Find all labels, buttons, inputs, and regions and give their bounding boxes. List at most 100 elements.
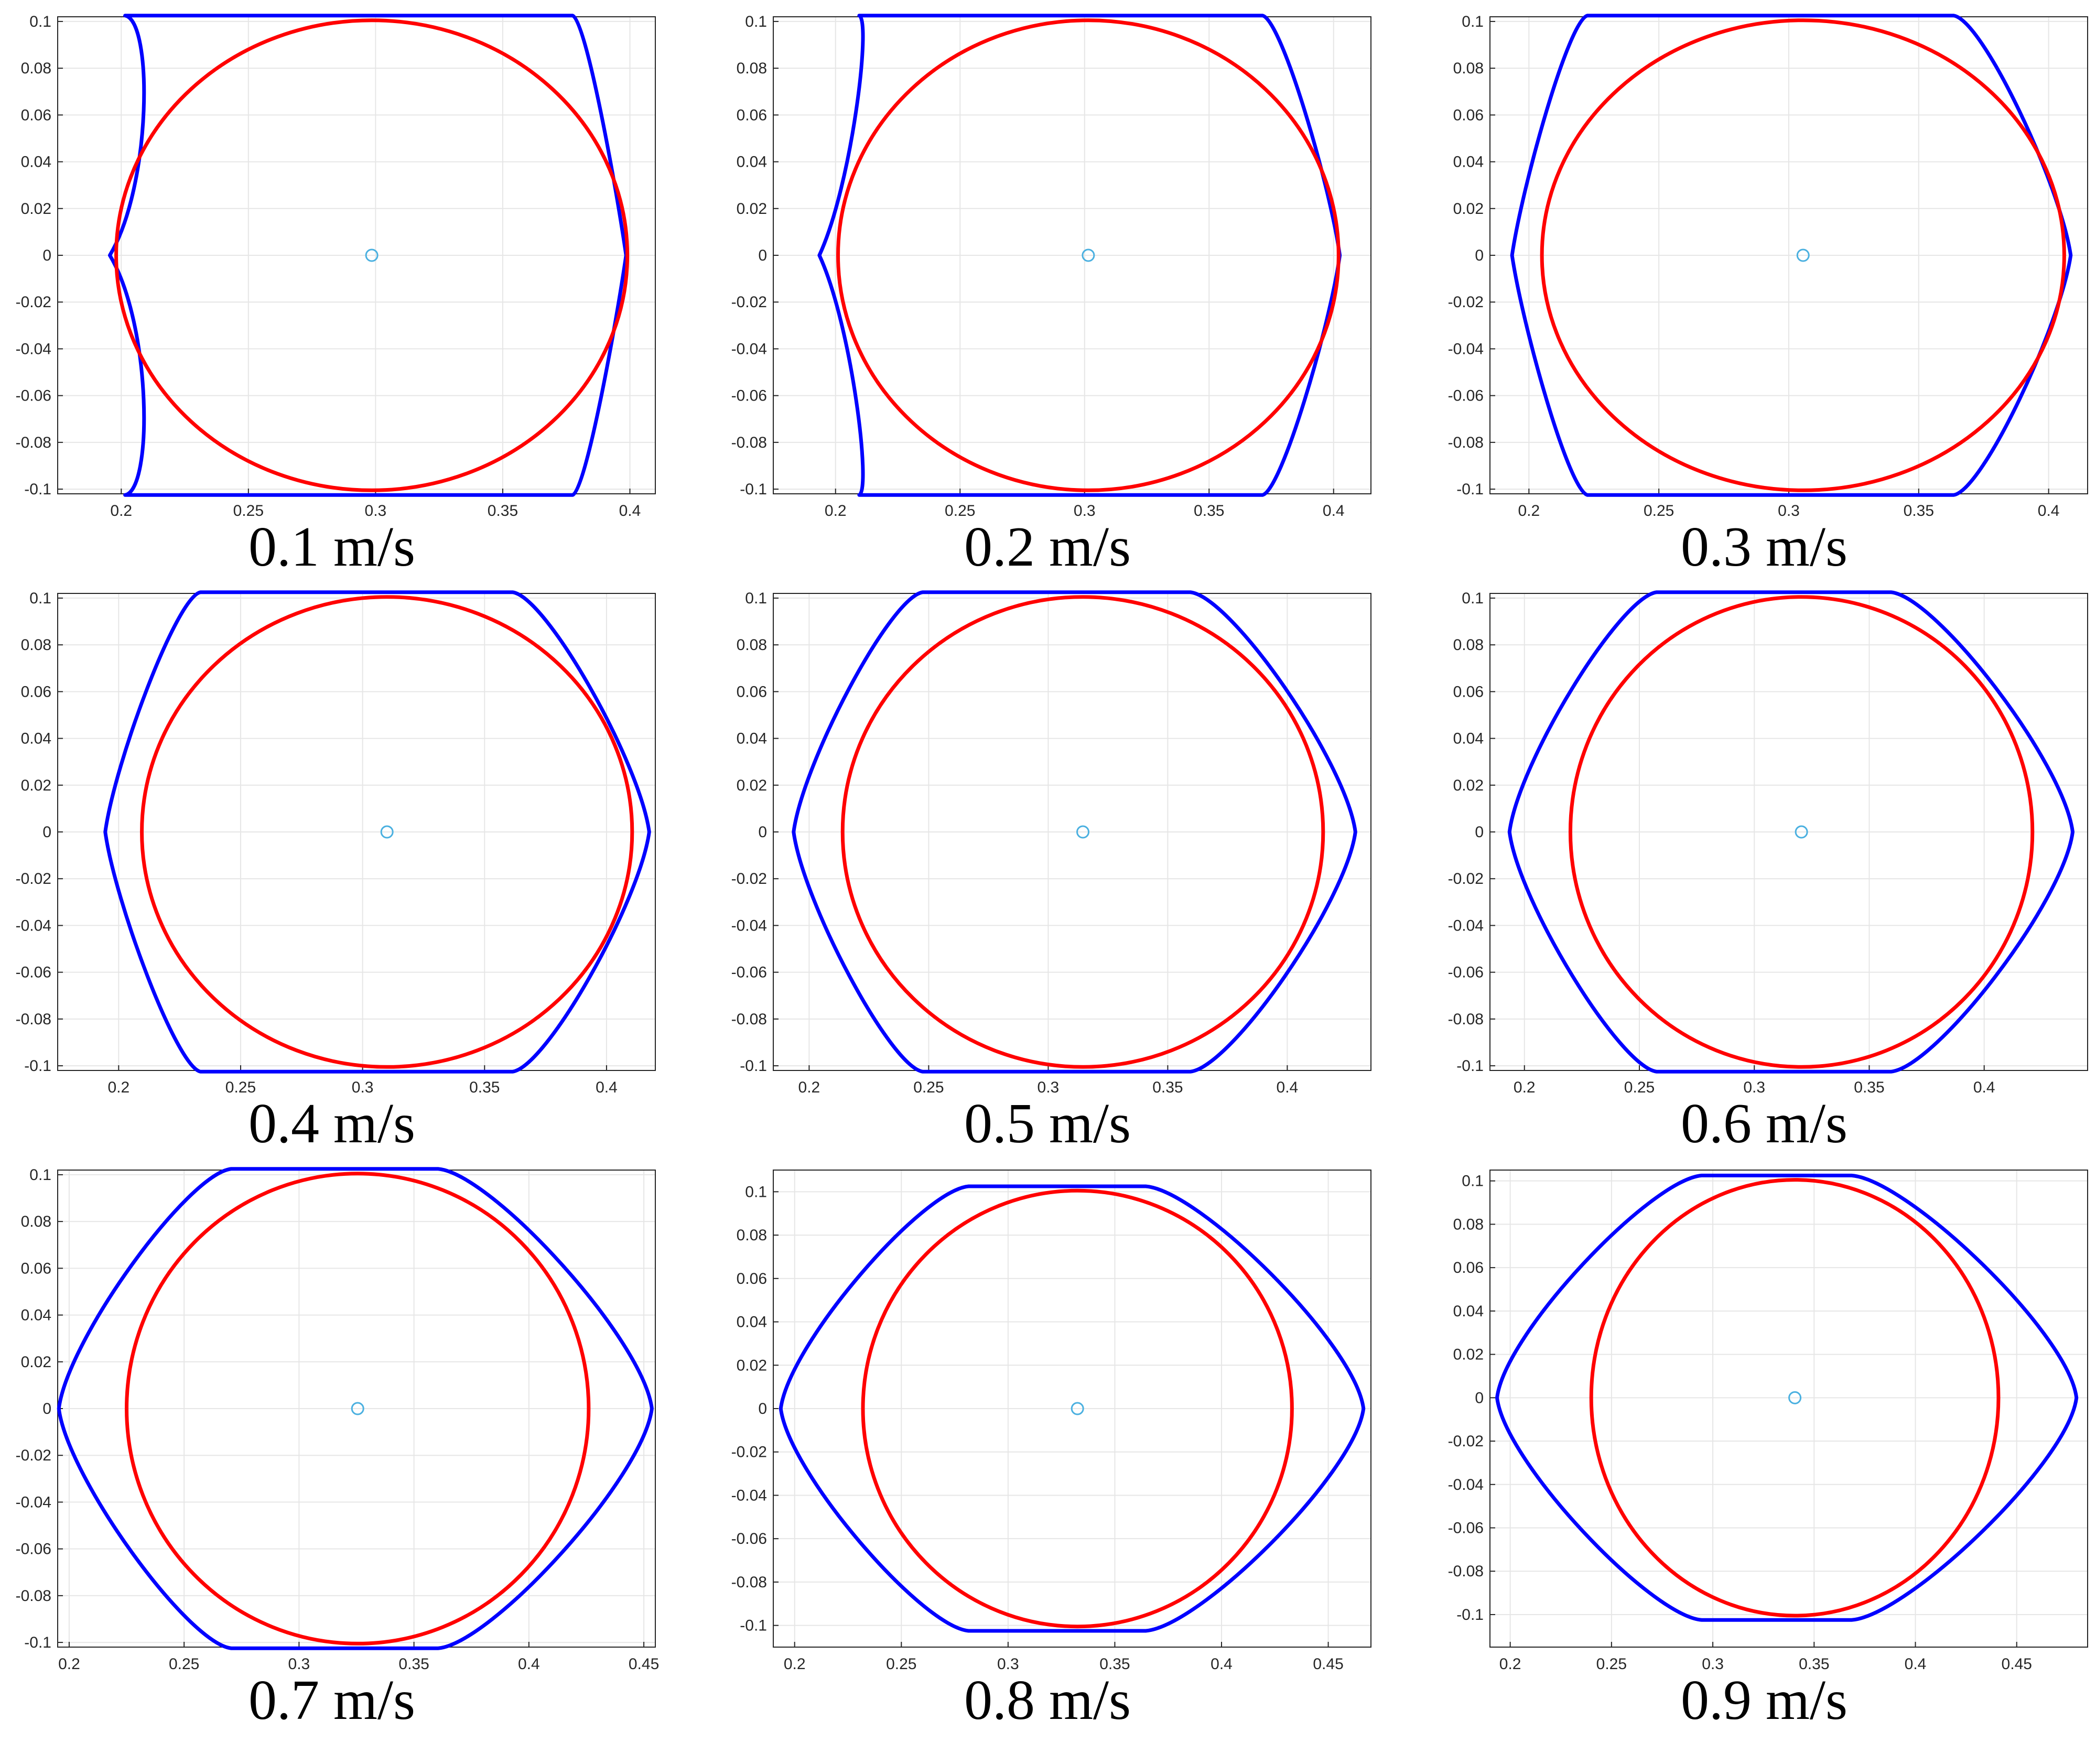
x-tick-label: 0.2 <box>110 502 132 520</box>
y-tick-label: 0.1 <box>745 590 767 607</box>
axes-box <box>1489 1170 2088 1648</box>
y-tick-label: 0.04 <box>1453 1303 1484 1320</box>
chart-caption-8: 0.9 m/s <box>1680 1669 1848 1731</box>
y-tick-label: -0.1 <box>24 481 51 498</box>
center-point-marker <box>1082 248 1095 262</box>
y-tick-label: -0.04 <box>16 340 51 358</box>
y-tick-label: 0.06 <box>21 1260 51 1277</box>
panel-4: 0.2 0.25 0.3 0.35 0.4 0.1 0.08 0.06 0.04 0.02 0 -0.… <box>716 577 1379 1169</box>
y-tick-label: 0.02 <box>1453 777 1484 794</box>
y-tick-label: -0.1 <box>740 1057 767 1075</box>
x-tick-label: 0.3 <box>997 1655 1019 1673</box>
y-tick-label: 0.04 <box>21 154 51 171</box>
y-tick-label: 0 <box>42 1400 51 1417</box>
center-point-marker <box>1796 248 1810 262</box>
panel-8: 0.2 0.25 0.3 0.35 0.4 0.45 0.1 0.08 0.06 0.04 0.02… <box>1432 1153 2096 1746</box>
center-point-marker <box>365 248 379 262</box>
y-tick-label: 0.08 <box>1453 1216 1484 1233</box>
chart-caption-1: 0.2 m/s <box>964 516 1131 578</box>
chart-plot-3: 0.2 0.25 0.3 0.35 0.4 0.1 0.08 0.06 0.04 0.02 0 -0.… <box>16 590 656 1096</box>
panel-1: 0.2 0.25 0.3 0.35 0.4 0.1 0.08 0.06 0.04 0.02 0 -0.… <box>716 0 1379 592</box>
chart-plot-6: 0.2 0.25 0.3 0.35 0.4 0.45 0.1 0.08 0.06 0.04 0.02… <box>16 1166 660 1673</box>
y-tick-label: 0.08 <box>1453 636 1484 654</box>
y-tick-label: -0.04 <box>1448 340 1484 358</box>
x-tick-label: 0.4 <box>2038 502 2060 520</box>
x-tick-label: 0.2 <box>1499 1655 1521 1673</box>
grid-lines <box>1490 1170 2088 1647</box>
y-tick-label: 0.1 <box>1462 1173 1484 1190</box>
x-tick-label: 0.25 <box>913 1079 944 1096</box>
footprint-boundary-series <box>1495 1173 2079 1622</box>
y-tick-label: -0.1 <box>1456 1606 1484 1624</box>
y-tick-label: 0 <box>42 247 51 264</box>
x-tick-label: 0.3 <box>1702 1655 1724 1673</box>
y-tick-label: -0.04 <box>1448 917 1484 934</box>
y-tick-label: 0.08 <box>737 636 767 654</box>
y-tick-label: 0.08 <box>21 1213 51 1230</box>
y-tick-label: -0.06 <box>16 964 51 981</box>
y-tick-label: 0.02 <box>1453 1346 1484 1363</box>
y-tick-label: 0.06 <box>1453 1259 1484 1276</box>
y-tick-label: 0.08 <box>21 60 51 77</box>
y-tick-label: 0.06 <box>737 106 767 124</box>
x-tick-label: 0.2 <box>107 1079 129 1096</box>
footprint-boundary-series <box>107 14 628 497</box>
x-tick-label: 0.35 <box>1854 1079 1884 1096</box>
y-tick-label: -0.08 <box>1448 1563 1484 1580</box>
y-tick-label: 0.08 <box>737 1227 767 1244</box>
chart-caption-3: 0.4 m/s <box>248 1092 416 1155</box>
x-tick-label: 0.2 <box>1514 1079 1536 1096</box>
y-tick-label: -0.04 <box>1448 1476 1484 1494</box>
chart-plot-5: 0.2 0.25 0.3 0.35 0.4 0.1 0.08 0.06 0.04 0.02 0 -0.… <box>1448 590 2088 1096</box>
y-tick-label: -0.02 <box>16 294 51 311</box>
y-tick-label: 0.08 <box>21 636 51 654</box>
x-tick-label: 0.2 <box>825 502 847 520</box>
y-tick-label: 0.06 <box>21 106 51 124</box>
reference-circle-series <box>836 18 1341 492</box>
footprint-boundary-series <box>779 1184 1366 1633</box>
chart-caption-7: 0.8 m/s <box>964 1669 1131 1731</box>
grid-lines <box>58 593 655 1070</box>
y-tick-label: 0.1 <box>1462 13 1484 30</box>
y-tick-label: -0.06 <box>731 1530 767 1547</box>
y-tick-label: 0.04 <box>1453 154 1484 171</box>
footprint-boundary-series <box>792 590 1357 1074</box>
x-tick-label: 0.3 <box>288 1655 310 1673</box>
y-tick-label: 0.1 <box>745 13 767 30</box>
panel-7: 0.2 0.25 0.3 0.35 0.4 0.45 0.1 0.08 0.06 0.04 0.02… <box>716 1153 1379 1746</box>
chart-caption-2: 0.3 m/s <box>1680 516 1848 578</box>
y-tick-label: -0.1 <box>24 1634 51 1651</box>
x-tick-label: 0.25 <box>233 502 264 520</box>
x-tick-label: 0.4 <box>596 1079 618 1096</box>
reference-circle-series <box>140 595 634 1069</box>
x-tick-label: 0.2 <box>1518 502 1540 520</box>
chart-plot-1: 0.2 0.25 0.3 0.35 0.4 0.1 0.08 0.06 0.04 0.02 0 -0.… <box>731 13 1371 520</box>
y-tick-label: -0.02 <box>731 870 767 888</box>
center-point-marker <box>1795 825 1808 839</box>
x-tick-label: 0.35 <box>1194 502 1224 520</box>
y-tick-label: -0.06 <box>1448 387 1484 405</box>
reference-circle-series <box>1540 18 2066 492</box>
x-tick-label: 0.25 <box>1624 1079 1655 1096</box>
y-tick-label: -0.08 <box>16 1011 51 1028</box>
y-tick-label: -0.06 <box>1448 964 1484 981</box>
y-tick-label: 0.04 <box>737 154 767 171</box>
y-tick-label: -0.06 <box>1448 1520 1484 1537</box>
panel-3: 0.2 0.25 0.3 0.35 0.4 0.1 0.08 0.06 0.04 0.02 0 -0.… <box>0 577 664 1169</box>
y-tick-label: 0.02 <box>737 777 767 794</box>
x-tick-label: 0.4 <box>1277 1079 1299 1096</box>
center-point-marker <box>1071 1402 1084 1415</box>
x-tick-label: 0.45 <box>1313 1655 1343 1673</box>
y-tick-label: -0.1 <box>740 481 767 498</box>
x-tick-label: 0.4 <box>1905 1655 1927 1673</box>
y-tick-label: 0.02 <box>737 1357 767 1374</box>
y-tick-label: -0.04 <box>16 917 51 934</box>
panel-6: 0.2 0.25 0.3 0.35 0.4 0.45 0.1 0.08 0.06 0.04 0.02… <box>0 1153 664 1746</box>
grid-lines <box>773 593 1371 1070</box>
y-tick-label: 0 <box>758 247 767 264</box>
y-tick-label: 0 <box>758 824 767 841</box>
y-tick-label: 0 <box>1475 247 1484 264</box>
x-tick-label: 0.4 <box>1973 1079 1995 1096</box>
x-tick-label: 0.35 <box>488 502 518 520</box>
y-tick-label: -0.02 <box>1448 870 1484 888</box>
